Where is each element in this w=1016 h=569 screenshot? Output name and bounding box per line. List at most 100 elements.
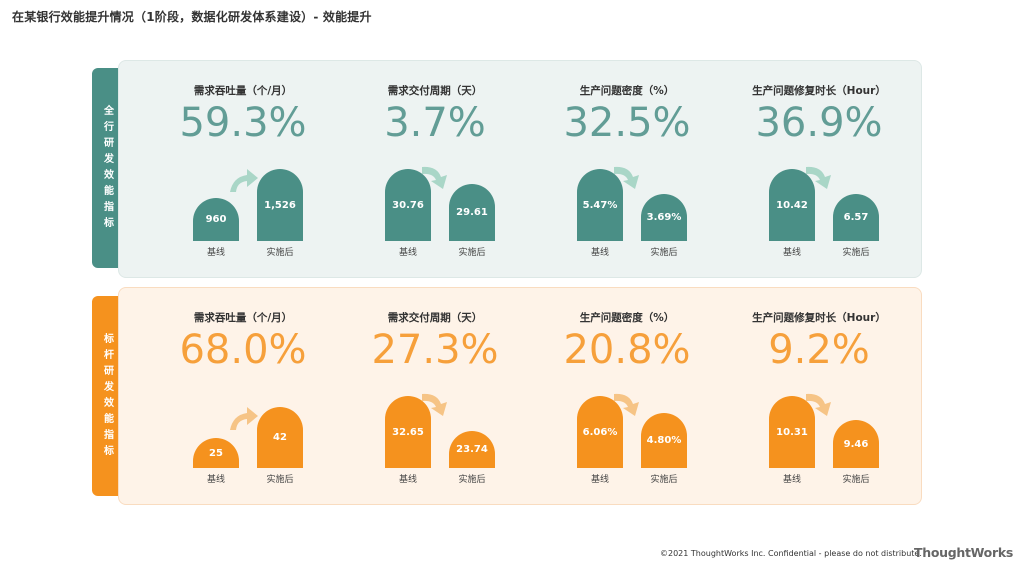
after-bar: 29.61	[449, 184, 495, 241]
metric-title: 生产问题修复时长（Hour）	[752, 312, 886, 324]
after-label: 实施后	[266, 475, 294, 485]
bar-value: 32.65	[392, 426, 424, 438]
metric-improvement-percent: 59.3%	[179, 100, 307, 146]
section-label-char: 能	[104, 414, 114, 425]
section-label-char: 指	[104, 202, 114, 213]
section-label: 全行研发效能指标	[92, 104, 126, 232]
metric-card: 生产问题密度（%） 32.5% 5.47% 基线 3.69% 实施后	[537, 61, 717, 279]
section-label-char: 标	[104, 446, 114, 457]
baseline-bar: 10.42	[769, 169, 815, 241]
trend-down-arrow-icon	[614, 393, 639, 416]
after-label: 实施后	[842, 475, 870, 485]
metric-title: 需求吞吐量（个/月）	[193, 312, 293, 324]
metric-card: 需求吞吐量（个/月） 68.0% 25 基线 42 实施后	[153, 288, 333, 506]
metric-card: 需求吞吐量（个/月） 59.3% 960 基线 1,526 实施后	[153, 61, 333, 279]
trend-up-arrow-icon	[230, 169, 258, 192]
metric-card: 需求交付周期（天） 27.3% 32.65 基线 23.74 实施后	[345, 288, 525, 506]
slide-title: 在某银行效能提升情况（1阶段，数据化研发体系建设）- 效能提升	[12, 10, 372, 24]
trend-down-arrow-icon	[614, 166, 639, 189]
after-bar: 6.57	[833, 194, 879, 241]
section-label-char: 指	[104, 430, 114, 441]
bar-value: 3.69%	[646, 212, 682, 223]
metric-title: 需求交付周期（天）	[387, 85, 483, 97]
baseline-bar: 25	[193, 438, 239, 468]
trend-down-arrow-icon	[806, 166, 831, 189]
after-label: 实施后	[458, 248, 486, 258]
bar-value: 30.76	[392, 199, 424, 211]
baseline-bar: 5.47%	[577, 169, 623, 241]
metric-card: 需求交付周期（天） 3.7% 30.76 基线 29.61 实施后	[345, 61, 525, 279]
section-label-char: 研	[104, 138, 114, 149]
bar-value: 10.42	[776, 199, 808, 211]
metric-improvement-percent: 32.5%	[563, 100, 691, 146]
after-bar: 23.74	[449, 431, 495, 468]
metric-title: 生产问题密度（%）	[579, 312, 675, 324]
bar-value: 29.61	[456, 207, 488, 218]
footer-copyright: ©2021 ThoughtWorks Inc. Confidential - p…	[660, 549, 922, 558]
section-label-char: 发	[104, 154, 114, 165]
after-label: 实施后	[266, 248, 294, 258]
baseline-label: 基线	[590, 248, 609, 258]
section-label-char: 全	[104, 106, 114, 117]
metrics-panel: 需求吞吐量（个/月） 68.0% 25 基线 42 实施后 需求交付周期（天） 27.3% 32…	[118, 287, 922, 505]
metric-title: 生产问题密度（%）	[579, 85, 675, 97]
baseline-bar: 960	[193, 198, 239, 241]
baseline-bar: 32.65	[385, 396, 431, 468]
baseline-bar: 30.76	[385, 169, 431, 241]
metric-card: 生产问题修复时长（Hour） 9.2% 10.31 基线 9.46 实施后	[729, 288, 909, 506]
baseline-label: 基线	[398, 475, 417, 485]
bar-value: 960	[205, 214, 227, 225]
after-bar: 9.46	[833, 420, 879, 468]
metric-improvement-percent: 3.7%	[384, 100, 486, 146]
baseline-bar: 10.31	[769, 396, 815, 468]
metric-title: 生产问题修复时长（Hour）	[752, 85, 886, 97]
metric-title: 需求吞吐量（个/月）	[193, 85, 293, 97]
bar-value: 5.47%	[582, 199, 618, 211]
baseline-label: 基线	[782, 248, 801, 258]
metric-improvement-percent: 27.3%	[371, 327, 499, 373]
after-bar: 1,526	[257, 169, 303, 241]
after-bar: 4.80%	[641, 413, 687, 468]
trend-down-arrow-icon	[806, 393, 831, 416]
section-label-char: 能	[104, 186, 114, 197]
bar-value: 6.57	[843, 212, 869, 223]
section-label: 标杆研发效能指标	[92, 332, 126, 460]
baseline-bar: 6.06%	[577, 396, 623, 468]
bar-value: 4.80%	[646, 435, 682, 446]
metric-title: 需求交付周期（天）	[387, 312, 483, 324]
section-label-char: 杆	[104, 350, 114, 361]
section-label-char: 标	[104, 218, 114, 229]
bar-value: 9.46	[843, 438, 869, 450]
after-bar: 3.69%	[641, 194, 687, 241]
metrics-panel: 需求吞吐量（个/月） 59.3% 960 基线 1,526 实施后 需求交付周期（天） 3.7…	[118, 60, 922, 278]
after-bar: 42	[257, 407, 303, 468]
trend-up-arrow-icon	[230, 407, 258, 430]
company-logo: ThoughtWorks	[914, 545, 1013, 560]
bar-value: 42	[273, 432, 287, 443]
bar-value: 23.74	[456, 444, 488, 455]
baseline-label: 基线	[206, 248, 225, 258]
baseline-label: 基线	[398, 248, 417, 258]
metric-improvement-percent: 36.9%	[755, 100, 883, 146]
metric-improvement-percent: 20.8%	[563, 327, 691, 373]
metric-improvement-percent: 9.2%	[768, 327, 870, 373]
section-label-char: 研	[104, 366, 114, 377]
after-label: 实施后	[650, 248, 678, 258]
after-label: 实施后	[650, 475, 678, 485]
section-label-char: 标	[104, 334, 114, 345]
bar-value: 1,526	[264, 199, 296, 211]
baseline-label: 基线	[206, 475, 225, 485]
after-label: 实施后	[458, 475, 486, 485]
metric-improvement-percent: 68.0%	[179, 327, 307, 373]
bar-value: 6.06%	[582, 426, 618, 438]
trend-down-arrow-icon	[422, 393, 447, 416]
bar-value: 25	[209, 447, 223, 459]
baseline-label: 基线	[782, 475, 801, 485]
baseline-label: 基线	[590, 475, 609, 485]
metric-card: 生产问题密度（%） 20.8% 6.06% 基线 4.80% 实施后	[537, 288, 717, 506]
section-label-char: 行	[104, 122, 114, 133]
trend-down-arrow-icon	[422, 166, 447, 189]
bar-value: 10.31	[776, 426, 808, 438]
section-label-char: 效	[104, 170, 114, 181]
after-label: 实施后	[842, 248, 870, 258]
